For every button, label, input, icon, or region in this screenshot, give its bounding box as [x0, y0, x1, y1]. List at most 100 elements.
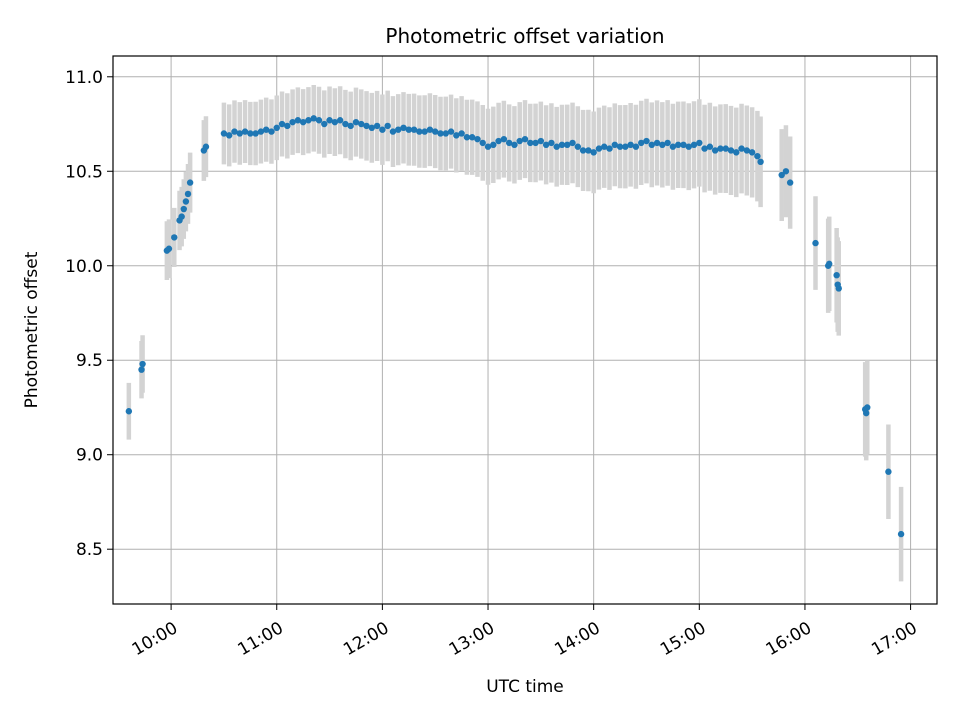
data-point	[171, 234, 178, 241]
data-point	[326, 117, 333, 124]
chart-title: Photometric offset variation	[385, 24, 664, 48]
data-point	[826, 260, 833, 268]
data-point	[289, 118, 296, 126]
data-point	[643, 137, 650, 145]
data-point	[384, 122, 391, 130]
data-point	[336, 117, 344, 124]
data-point	[347, 122, 354, 130]
data-point	[363, 122, 370, 130]
data-point	[484, 143, 492, 150]
data-point	[273, 124, 280, 132]
data-point	[521, 135, 529, 143]
data-point	[727, 147, 735, 154]
data-point	[757, 158, 764, 166]
data-point	[611, 141, 618, 149]
data-point	[743, 147, 751, 154]
data-point	[416, 128, 423, 135]
data-point	[505, 139, 513, 147]
data-point	[442, 130, 449, 137]
data-point	[180, 205, 187, 213]
data-point	[358, 120, 365, 128]
data-point	[786, 179, 794, 186]
data-point	[833, 272, 840, 279]
data-point	[426, 126, 434, 133]
y-tick-label: 11.0	[65, 68, 103, 88]
data-point	[500, 135, 508, 143]
data-point	[606, 145, 613, 152]
data-point	[527, 139, 534, 147]
data-point	[395, 126, 402, 133]
data-point	[368, 124, 376, 132]
data-point	[717, 145, 724, 152]
data-point	[701, 145, 708, 152]
data-point	[463, 134, 471, 141]
data-point	[897, 530, 905, 538]
data-point	[638, 139, 645, 147]
data-point	[410, 126, 418, 133]
data-point	[722, 145, 729, 152]
data-point	[659, 141, 666, 149]
data-point	[252, 130, 259, 137]
data-point	[680, 141, 687, 149]
data-point	[315, 117, 323, 124]
data-point	[569, 139, 576, 147]
data-point	[389, 128, 397, 135]
data-point	[202, 143, 210, 150]
data-point	[468, 134, 476, 141]
data-point	[474, 135, 481, 143]
data-point	[299, 118, 307, 126]
y-tick-label: 10.5	[65, 162, 103, 182]
data-point	[632, 143, 640, 150]
y-axis-label: Photometric offset	[22, 251, 42, 408]
data-point	[778, 171, 785, 179]
data-point	[864, 404, 871, 411]
data-point	[231, 128, 238, 135]
data-point	[257, 128, 265, 135]
data-point	[241, 128, 249, 135]
data-point	[294, 117, 302, 124]
data-point	[648, 141, 655, 149]
data-point	[553, 143, 560, 150]
data-point	[479, 139, 486, 147]
x-axis-label: UTC time	[486, 677, 564, 697]
data-point	[696, 139, 703, 147]
data-point	[165, 245, 173, 252]
data-point	[601, 143, 608, 150]
data-point	[748, 149, 756, 156]
y-tick-label: 9.0	[76, 446, 103, 466]
data-point	[437, 130, 444, 137]
data-point	[669, 143, 677, 150]
data-point	[835, 285, 842, 292]
data-point	[432, 128, 439, 135]
data-point	[226, 132, 233, 139]
data-point	[247, 130, 254, 137]
data-point	[653, 139, 661, 147]
data-points	[125, 115, 905, 538]
data-point	[236, 130, 243, 137]
data-point	[885, 468, 892, 475]
y-tick-label: 8.5	[76, 540, 103, 560]
data-point	[182, 198, 190, 205]
data-point	[331, 118, 339, 126]
data-point	[125, 408, 133, 415]
data-point	[405, 126, 412, 133]
data-point	[400, 124, 407, 132]
data-point	[458, 130, 465, 137]
data-point	[674, 141, 682, 149]
data-point	[516, 137, 523, 145]
data-point	[186, 179, 194, 186]
data-point	[220, 130, 228, 137]
data-point	[706, 143, 714, 150]
data-point	[184, 190, 192, 198]
data-point	[738, 145, 745, 152]
data-point	[627, 141, 634, 149]
data-point	[616, 143, 624, 150]
data-point	[542, 141, 550, 149]
data-point	[574, 143, 582, 150]
data-point	[321, 120, 328, 128]
data-point	[284, 122, 291, 130]
plot-frame	[112, 55, 938, 605]
data-point	[711, 147, 719, 154]
data-point	[579, 147, 587, 154]
